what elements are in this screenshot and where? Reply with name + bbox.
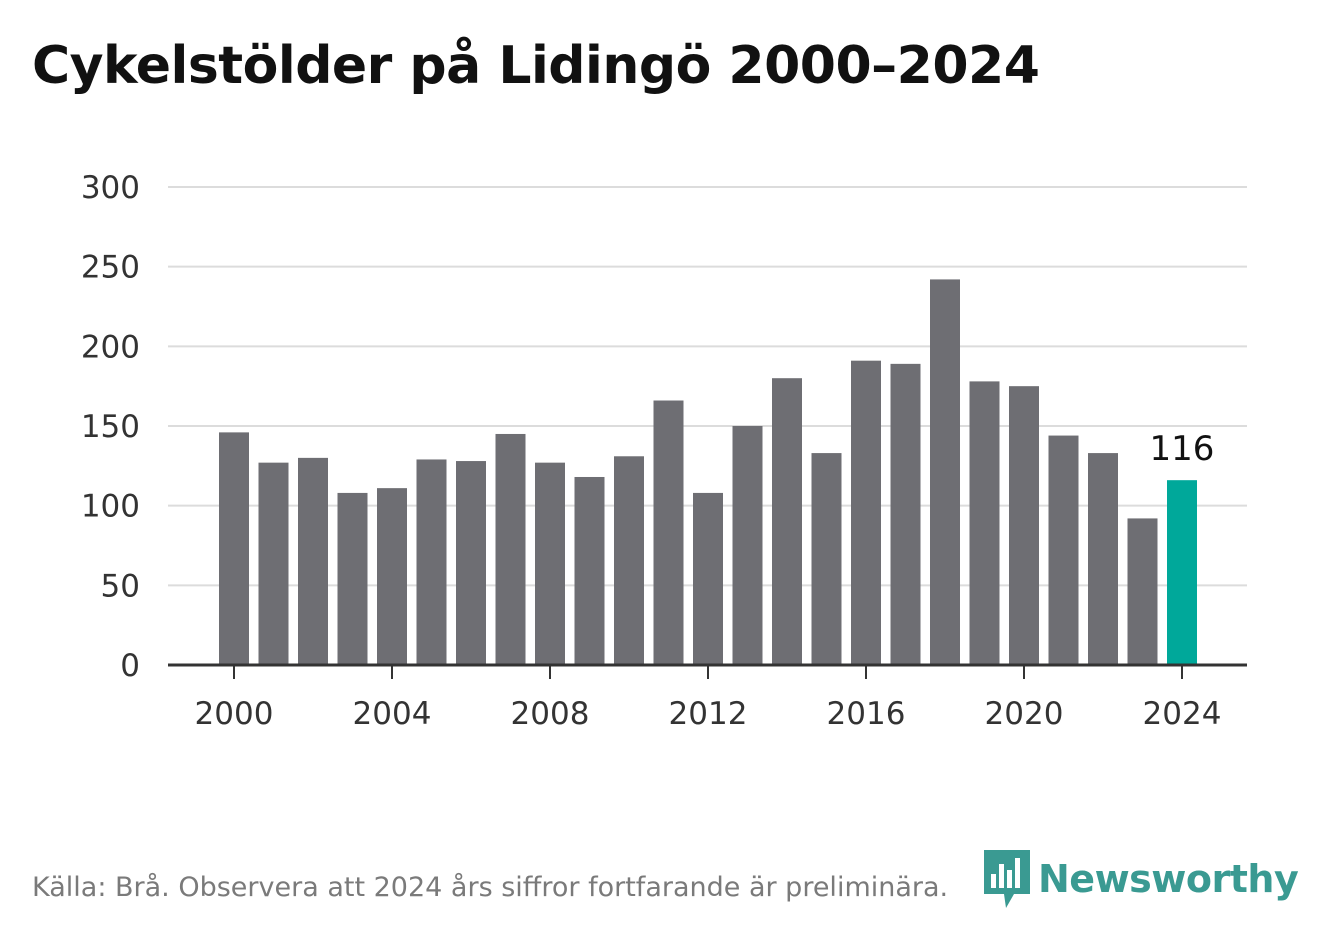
bar-2021 (1048, 435, 1079, 665)
x-axis (168, 663, 1247, 679)
bar-2016 (851, 360, 881, 665)
y-tick-label: 50 (101, 568, 140, 604)
y-axis-labels: 0 50 100 150 200 250 300 (81, 170, 140, 684)
chart-title: Cykelstölder på Lidingö 2000–2024 (32, 36, 1040, 96)
bar-2003 (337, 492, 368, 665)
bar-2014 (772, 378, 802, 665)
y-tick-label: 150 (81, 409, 140, 445)
bar-2023 (1127, 518, 1158, 665)
bar-2017 (890, 363, 921, 665)
bar-2015 (811, 453, 842, 665)
x-tick-label: 2020 (985, 696, 1064, 732)
bars (219, 279, 1197, 665)
bar-2010 (614, 456, 644, 665)
y-tick-label: 0 (120, 648, 140, 684)
bar-2018 (930, 279, 960, 665)
brand-logo[interactable]: Newsworthy (982, 850, 1299, 908)
bar-2024 (1167, 480, 1197, 665)
x-axis-labels: 2000 2004 2008 2012 2016 2020 2024 (195, 696, 1222, 732)
x-tick-label: 2012 (669, 696, 748, 732)
bar-2013 (732, 426, 763, 665)
bar-2000 (219, 432, 249, 665)
x-tick-label: 2000 (195, 696, 274, 732)
source-note: Källa: Brå. Observera att 2024 års siffr… (32, 872, 949, 903)
bar-2001 (258, 462, 289, 665)
newsworthy-logo-icon (984, 850, 1030, 908)
x-tick-label: 2024 (1143, 696, 1222, 732)
y-tick-label: 100 (81, 489, 140, 525)
bar-2020 (1009, 386, 1039, 665)
x-tick-label: 2004 (353, 696, 432, 732)
y-tick-label: 250 (81, 250, 140, 286)
x-tick-label: 2008 (511, 696, 590, 732)
bar-2002 (298, 457, 328, 665)
y-tick-label: 300 (81, 170, 140, 206)
bar-2009 (574, 476, 605, 665)
bar-2008 (535, 462, 565, 665)
data-labels: 116 (1150, 429, 1215, 469)
x-tick-label: 2016 (827, 696, 906, 732)
bar-2012 (693, 492, 723, 665)
data-label: 116 (1150, 429, 1215, 469)
y-tick-label: 200 (81, 329, 140, 365)
bar-2004 (377, 488, 407, 665)
brand-name: Newsworthy (1038, 857, 1299, 901)
bar-2019 (969, 381, 1000, 665)
bar-2022 (1088, 453, 1118, 665)
bar-2005 (416, 459, 447, 665)
bar-2006 (456, 461, 486, 665)
bar-2007 (495, 433, 526, 665)
bar-2011 (653, 400, 684, 665)
